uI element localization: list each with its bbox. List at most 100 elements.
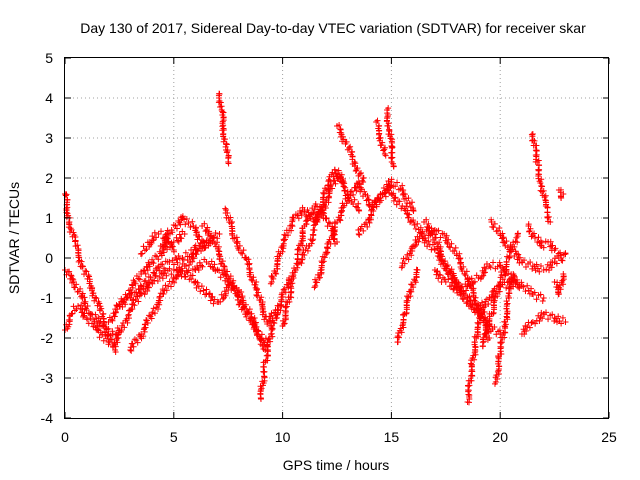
data-point	[94, 326, 101, 333]
y-axis-label: SDTVAR / TECUs	[6, 182, 22, 294]
data-point	[331, 226, 338, 233]
data-point	[302, 247, 309, 254]
data-point	[388, 131, 395, 138]
data-point	[224, 210, 231, 217]
data-point	[149, 277, 156, 284]
data-point	[68, 310, 75, 317]
data-point	[269, 333, 276, 340]
data-point	[252, 319, 259, 326]
data-point	[169, 229, 176, 236]
data-point	[389, 154, 396, 161]
data-point	[234, 289, 241, 296]
data-point	[75, 288, 82, 295]
data-point	[479, 343, 486, 350]
data-point	[201, 220, 208, 227]
data-point	[197, 240, 204, 247]
data-point	[83, 307, 90, 314]
data-point	[142, 277, 149, 284]
data-point	[308, 240, 315, 247]
data-point	[258, 294, 265, 301]
data-point	[559, 277, 566, 284]
data-point	[443, 232, 450, 239]
data-point	[290, 215, 297, 221]
data-point	[149, 309, 156, 316]
data-point	[364, 223, 371, 230]
data-point	[534, 265, 541, 272]
data-point	[258, 385, 265, 392]
data-point	[452, 244, 459, 251]
data-point	[375, 131, 382, 138]
data-point	[533, 147, 540, 154]
data-point	[316, 274, 323, 281]
data-point	[314, 217, 321, 224]
data-point	[129, 284, 136, 291]
data-point	[360, 179, 367, 185]
data-point	[151, 310, 158, 317]
data-point	[375, 195, 382, 202]
data-point	[404, 207, 411, 214]
data-point	[155, 256, 162, 263]
data-point	[299, 242, 306, 249]
data-point	[206, 290, 213, 297]
data-point	[196, 233, 203, 240]
data-point	[503, 238, 510, 245]
data-point	[487, 264, 494, 271]
data-point	[521, 257, 528, 264]
data-point	[78, 293, 85, 300]
data-point	[460, 263, 467, 270]
data-point	[547, 219, 554, 225]
data-point	[170, 267, 177, 273]
data-point	[435, 275, 442, 282]
x-tick-label: 0	[61, 429, 69, 445]
data-point	[542, 197, 549, 204]
data-point	[111, 313, 118, 320]
data-point	[297, 240, 304, 247]
data-point	[217, 274, 224, 281]
data-point	[436, 271, 443, 278]
data-point	[233, 234, 240, 241]
data-point	[393, 201, 400, 208]
data-point	[142, 324, 149, 331]
data-point	[144, 283, 151, 290]
data-point	[78, 258, 85, 265]
data-point	[515, 251, 522, 258]
data-point	[539, 298, 546, 305]
data-point	[124, 319, 131, 326]
data-point	[334, 170, 341, 177]
data-point	[217, 99, 224, 106]
data-point	[233, 284, 240, 291]
data-point	[364, 192, 371, 199]
data-point	[330, 173, 337, 180]
data-point	[163, 235, 170, 242]
data-point	[152, 272, 159, 279]
data-point	[274, 255, 281, 262]
data-point	[240, 297, 247, 304]
data-point	[276, 253, 283, 260]
data-point	[177, 269, 184, 276]
data-point	[280, 237, 287, 244]
data-point	[163, 272, 170, 279]
data-point	[198, 283, 205, 290]
data-point	[134, 293, 141, 300]
data-point	[115, 334, 122, 341]
data-point	[206, 228, 213, 235]
data-point	[432, 234, 439, 241]
data-point	[220, 125, 227, 132]
data-point	[502, 321, 509, 328]
data-point	[356, 171, 363, 178]
data-point	[67, 272, 74, 279]
data-point	[555, 250, 562, 257]
data-point	[186, 261, 193, 268]
data-point	[409, 199, 416, 206]
data-point	[182, 221, 189, 228]
data-point	[86, 273, 93, 280]
data-point	[210, 234, 217, 241]
data-point	[383, 187, 390, 194]
data-point	[87, 315, 94, 322]
data-point	[130, 343, 137, 350]
data-point	[330, 236, 337, 243]
data-point	[273, 270, 280, 277]
data-point	[385, 105, 392, 112]
data-point	[401, 191, 408, 198]
data-point	[251, 315, 258, 322]
